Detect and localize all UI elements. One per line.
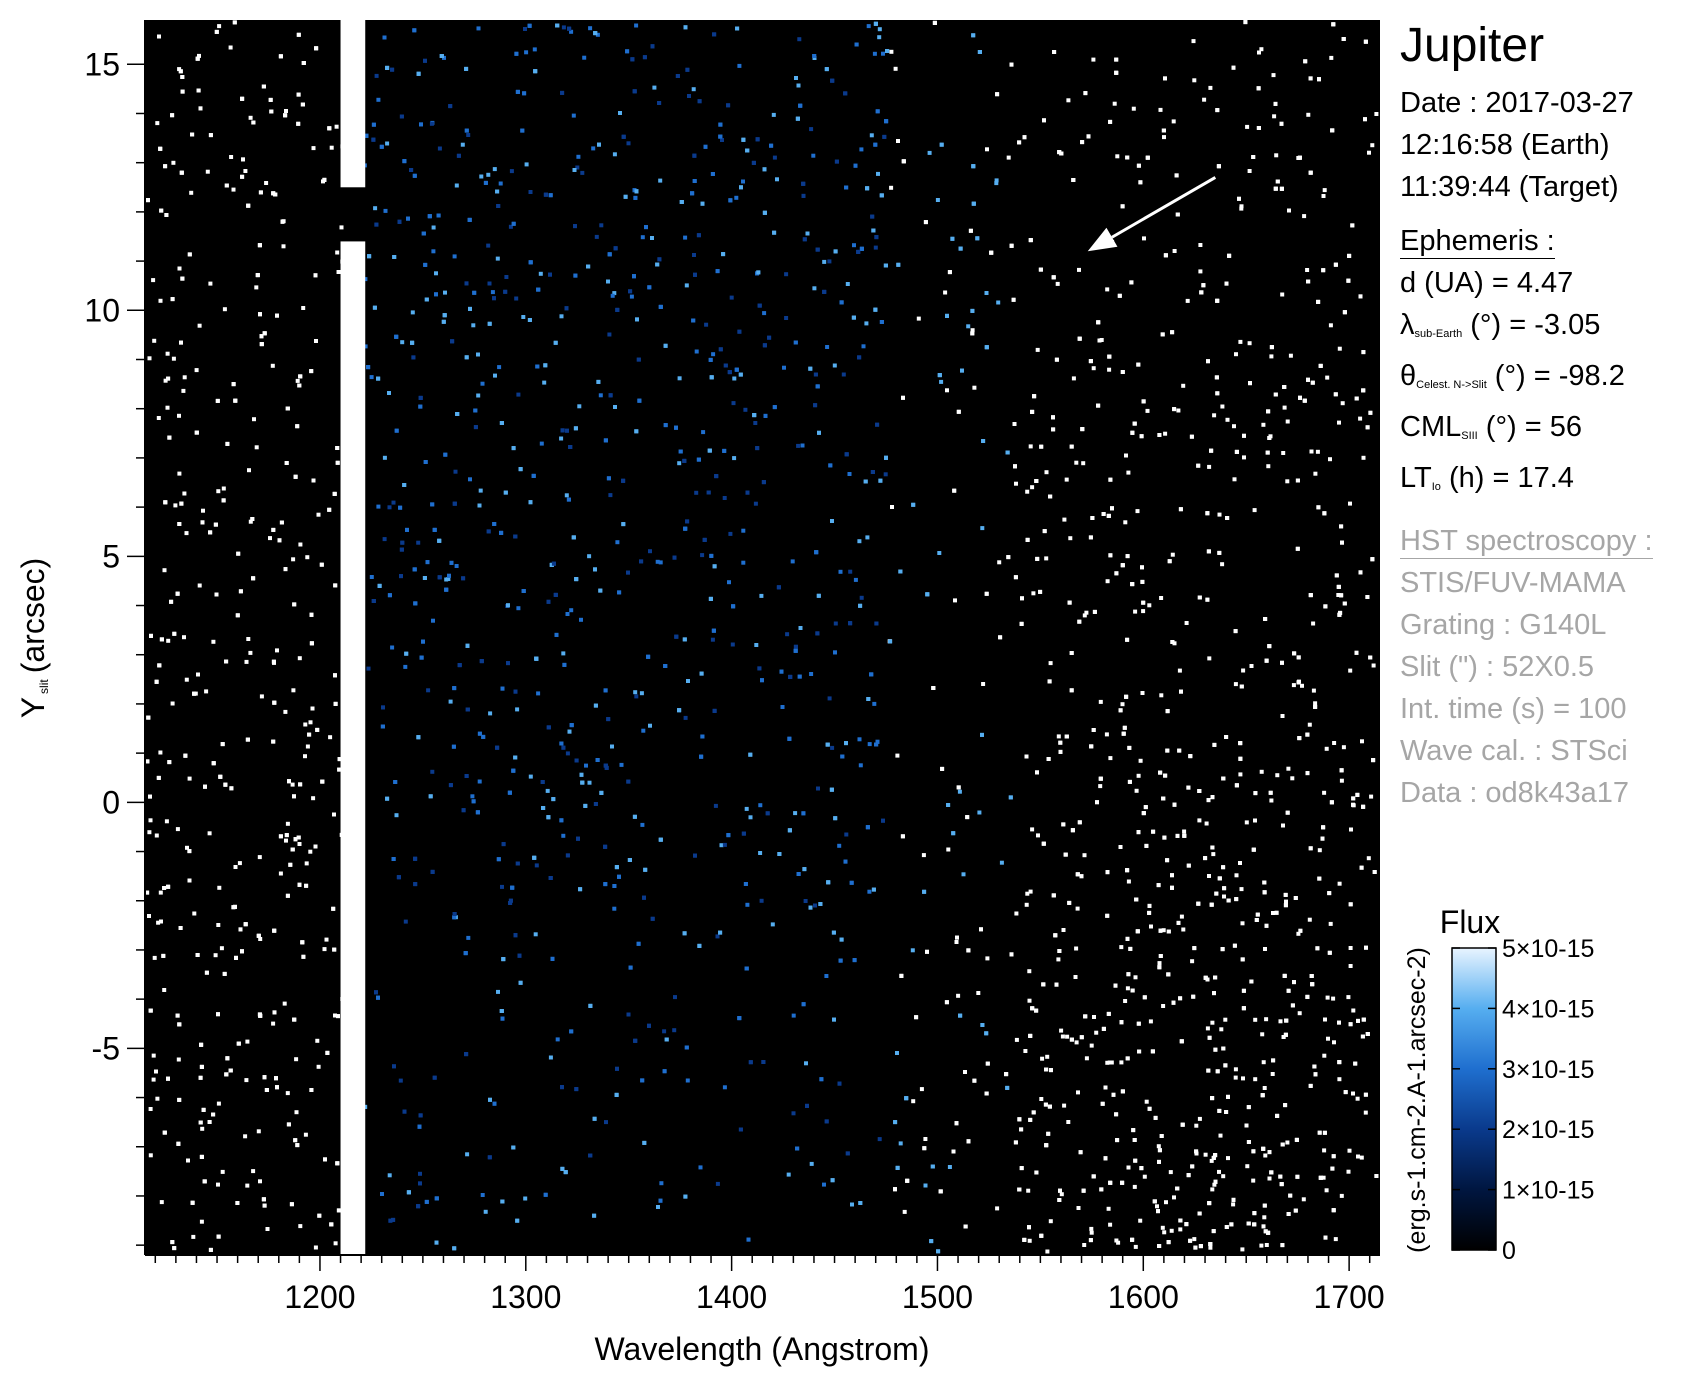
colorbar-tick-label: 3×10-15 [1502,1056,1594,1084]
svg-text:Yslit(arcsec): Yslit(arcsec) [15,558,51,719]
y-axis-label: Yslit(arcsec) [15,558,51,719]
band-lower [340,241,366,1256]
hst-grating: Grating : G140L [1400,609,1607,641]
x-tick-label: 1700 [1314,1279,1385,1315]
y-axis-ticks: -5 0 5 10 15 [84,20,146,1255]
x-axis-label: Wavelength (Angstrom) [595,1331,930,1367]
colorbar-tick-label: 0 [1502,1237,1516,1265]
colorbar-label: (erg.s-1.cm-2.A-1.arcsec-2) [1403,947,1431,1253]
x-tick-label: 1300 [490,1279,561,1315]
bright-band [340,20,366,1256]
speckle-layer [145,20,1379,1254]
hst-instrument: STIS/FUV-MAMA [1400,567,1626,599]
info-panel: Jupiter Date : 2017-03-27 12:16:58 (Eart… [1400,10,1653,814]
y-tick-label: 10 [84,292,120,328]
plot-area [145,20,1380,1255]
ephemeris-theta: θCelest. N->Slit (°) = -98.2 [1400,360,1625,392]
hst-wave-cal: Wave cal. : STSci [1400,735,1628,767]
obs-time-target: 11:39:44 (Target) [1400,171,1619,203]
annotation-arrow [1087,176,1217,252]
hst-title: HST spectroscopy : [1400,525,1653,559]
y-tick-label: -5 [92,1030,120,1066]
band-upper [340,20,366,188]
ephemeris-lambda: λsub-Earth (°) = -3.05 [1400,309,1601,341]
x-tick-label: 1400 [696,1279,767,1315]
x-axis-ticks: 1200 1300 1400 1500 1600 1700 [145,1254,1385,1315]
obs-date: Date : 2017-03-27 [1400,87,1634,119]
colorbar-title: Flux [1440,904,1500,940]
hst-int-time: Int. time (s) = 100 [1400,693,1627,725]
ephemeris-lt: LTIo (h) = 17.4 [1400,462,1574,494]
arrow-head [1087,227,1118,252]
hst-data-id: Data : od8k43a17 [1400,777,1629,809]
y-tick-label: 5 [102,538,120,574]
colorbar-tick-label: 1×10-15 [1502,1177,1594,1205]
hst-slit: Slit (") : 52X0.5 [1400,651,1595,683]
colorbar-tick-label: 5×10-15 [1502,935,1594,963]
x-tick-label: 1600 [1108,1279,1179,1315]
colorbar-ticks: 0 1×10-15 2×10-15 3×10-15 4×10-15 5×10-15 [1452,935,1594,1265]
x-tick-label: 1200 [284,1279,355,1315]
colorbar-tick-label: 2×10-15 [1502,1116,1594,1144]
x-tick-label: 1500 [902,1279,973,1315]
y-tick-label: 15 [84,46,120,82]
arrow-shaft [1111,176,1217,239]
colorbar-tick-label: 4×10-15 [1502,995,1594,1023]
ephemeris-distance: d (UA) = 4.47 [1400,267,1574,299]
y-tick-label: 0 [102,784,120,820]
obs-time-earth: 12:16:58 (Earth) [1400,129,1610,161]
target-name: Jupiter [1400,19,1545,72]
ephemeris-title: Ephemeris : [1400,225,1555,259]
ephemeris-cml: CMLSIII (°) = 56 [1400,411,1583,443]
colorbar [1451,947,1497,1251]
